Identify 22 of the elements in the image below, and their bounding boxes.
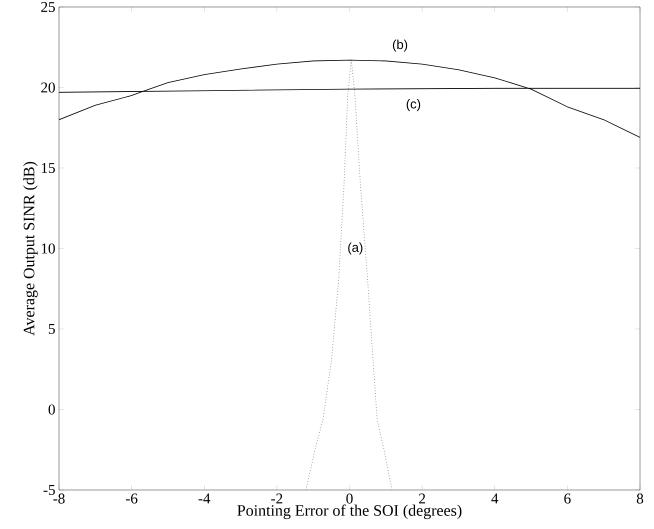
annotation: (b) (392, 40, 408, 52)
line-series (306, 60, 392, 490)
y-axis-title: Average Output SINR (dB) (23, 162, 38, 336)
annotation: (c) (406, 99, 420, 112)
x-tick-label: 6 (564, 494, 571, 504)
y-tick-label: 25 (41, 2, 55, 12)
x-tick-label: -2 (271, 494, 282, 504)
annotation: (a) (348, 242, 362, 255)
x-tick-label: -6 (126, 494, 138, 504)
x-tick-label: 8 (636, 494, 644, 504)
x-tick-label: 4 (491, 494, 498, 504)
y-tick-label: 10 (42, 243, 55, 254)
x-tick-label: -8 (53, 494, 65, 504)
x-tick-label: -4 (198, 494, 210, 504)
y-tick-label: -5 (44, 485, 55, 495)
x-axis-title: Pointing Error of the SOI (degrees) (237, 504, 462, 520)
y-tick-label: 0 (48, 404, 55, 415)
y-tick-label: 5 (48, 324, 55, 334)
y-tick-label: 20 (41, 82, 55, 93)
x-tick-label: 0 (346, 494, 353, 504)
y-tick-label: 15 (42, 163, 55, 173)
x-tick-label: 2 (419, 494, 426, 504)
